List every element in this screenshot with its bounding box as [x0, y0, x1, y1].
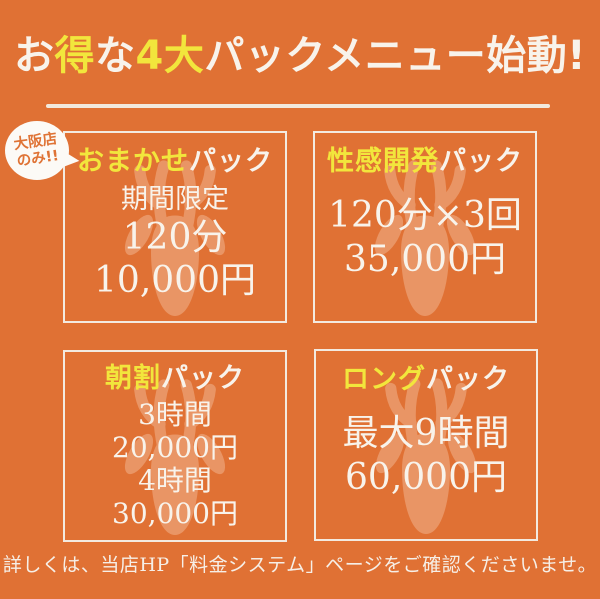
pack-duration: 120分×3回	[328, 195, 522, 237]
osaka-only-badge-text: 大阪店 のみ!!	[13, 131, 61, 170]
deer-icon	[375, 378, 477, 534]
pack-duration: 4時間	[138, 464, 212, 498]
pack-price: 35,000円	[344, 238, 506, 280]
card-title: 朝割パック	[105, 363, 245, 395]
card-title: おまかせパック	[77, 146, 273, 178]
title-segment: な	[95, 33, 136, 79]
card-asawari-pack: 朝割パック 3時間 20,000円 4時間 30,000円	[63, 350, 287, 542]
pack-price: 20,000円	[112, 431, 238, 465]
title-segment-highlight: 4大	[135, 33, 205, 79]
pack-price: 60,000円	[345, 456, 507, 498]
card-title-rest: パック	[189, 146, 273, 177]
card-title: ロングパック	[342, 364, 510, 396]
title-segment: パックメニュー始動!	[204, 33, 586, 79]
card-title: 性感開発パック	[327, 146, 523, 178]
page-title: お得な4大パックメニュー始動!	[0, 33, 600, 79]
card-seikan-kaihatsu-pack: 性感開発パック 120分×3回 35,000円	[313, 131, 537, 323]
card-title-highlight: ロング	[342, 364, 426, 395]
footer-note: 詳しくは、当店HP「料金システム」ページをご確認くださいませ。	[2, 554, 598, 576]
deer-icon	[124, 379, 226, 535]
pack-condition: 期間限定	[121, 184, 229, 216]
osaka-only-badge: 大阪店 のみ!!	[5, 121, 69, 180]
card-title-highlight: 朝割	[105, 363, 161, 394]
card-title-rest: パック	[439, 146, 523, 177]
pack-price: 30,000円	[112, 497, 238, 531]
title-underline	[46, 104, 550, 108]
deer-icon	[124, 160, 226, 316]
pack-duration: 最大9時間	[342, 413, 510, 455]
title-segment: お	[14, 33, 55, 79]
title-segment-highlight: 得	[54, 33, 95, 79]
card-omakase-pack: おまかせパック 期間限定 120分 10,000円	[63, 131, 287, 323]
pack-duration: 120分	[122, 217, 228, 259]
card-title-highlight: 性感開発	[327, 146, 439, 177]
pack-duration: 3時間	[138, 398, 212, 432]
card-title-rest: パック	[161, 363, 245, 394]
pack-price: 10,000円	[94, 260, 256, 302]
deer-icon	[374, 160, 476, 316]
card-long-pack: ロングパック 最大9時間 60,000円	[314, 349, 538, 541]
card-title-highlight: おまかせ	[77, 146, 189, 177]
card-title-rest: パック	[426, 364, 510, 395]
